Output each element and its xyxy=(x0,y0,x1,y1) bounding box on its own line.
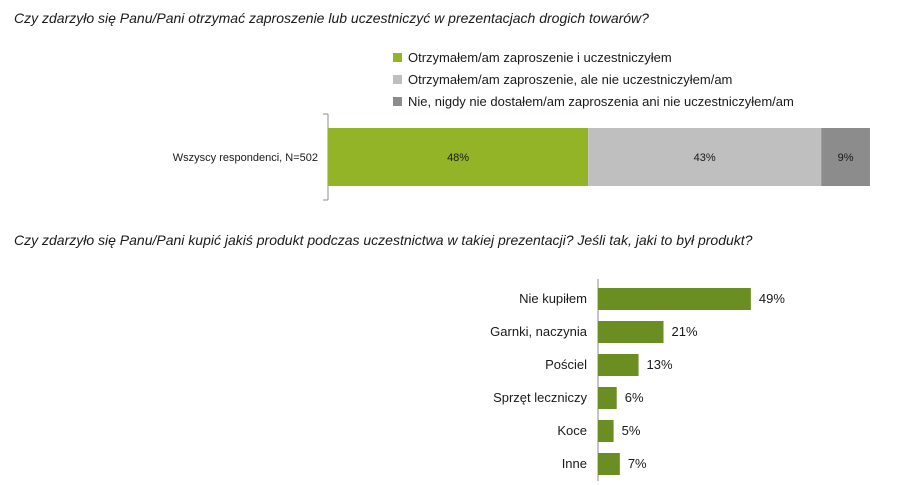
bar xyxy=(598,387,617,409)
bar xyxy=(598,321,664,343)
legend-swatch-invited-not-participated xyxy=(393,74,402,84)
legend-label-invited-not-participated: Otrzymałem/am zaproszenie, ale nie uczes… xyxy=(408,71,733,87)
category-label: Koce xyxy=(557,423,587,438)
category-label: Inne xyxy=(562,456,587,471)
stacked-bar-chart: Wszyscy respondenci, N=502 48% 43% 9% xyxy=(173,113,870,201)
segment-data-label-0: 48% xyxy=(447,152,469,164)
bar-data-label: 49% xyxy=(759,291,785,306)
category-label: Garnki, naczynia xyxy=(490,324,588,339)
stacked-segment-1 xyxy=(588,128,822,186)
question-2-title: Czy zdarzyło się Panu/Pani kupić jakiś p… xyxy=(14,232,753,248)
stacked-segment-2 xyxy=(821,128,870,186)
segment-data-label-2: 9% xyxy=(838,152,854,164)
legend-item-never: Nie, nigdy nie dostałem/am zaproszenia a… xyxy=(393,90,794,112)
purchase-bar-chart: Nie kupiłem 49% Garnki, naczynia 21% Pościel… xyxy=(490,279,785,481)
legend-swatch-never xyxy=(393,96,402,106)
bar xyxy=(598,354,639,376)
category-label: Sprzęt leczniczy xyxy=(493,390,587,405)
legend-swatch-participated xyxy=(393,52,402,62)
bar-data-label: 21% xyxy=(672,324,698,339)
category-label: Pościel xyxy=(545,357,587,372)
bar xyxy=(598,453,620,475)
legend-item-participated: Otrzymałem/am zaproszenie i uczestniczył… xyxy=(393,46,794,68)
legend: Otrzymałem/am zaproszenie i uczestniczył… xyxy=(393,46,794,112)
bar-data-label: 6% xyxy=(625,390,644,405)
legend-label-participated: Otrzymałem/am zaproszenie i uczestniczył… xyxy=(408,49,672,65)
stacked-segment-0 xyxy=(328,128,589,186)
bar-data-label: 7% xyxy=(628,456,647,471)
bar xyxy=(598,288,751,310)
legend-label-never: Nie, nigdy nie dostałem/am zaproszenia a… xyxy=(408,93,794,109)
segment-data-label-1: 43% xyxy=(694,152,716,164)
category-label: Nie kupiłem xyxy=(519,291,587,306)
question-1-title: Czy zdarzyło się Panu/Pani otrzymać zapr… xyxy=(14,10,649,26)
bar-data-label: 13% xyxy=(647,357,673,372)
category-label: Wszyscy respondenci, N=502 xyxy=(173,152,318,164)
legend-item-invited-not-participated: Otrzymałem/am zaproszenie, ale nie uczes… xyxy=(393,68,794,90)
bar xyxy=(598,420,614,442)
bar-data-label: 5% xyxy=(622,423,641,438)
